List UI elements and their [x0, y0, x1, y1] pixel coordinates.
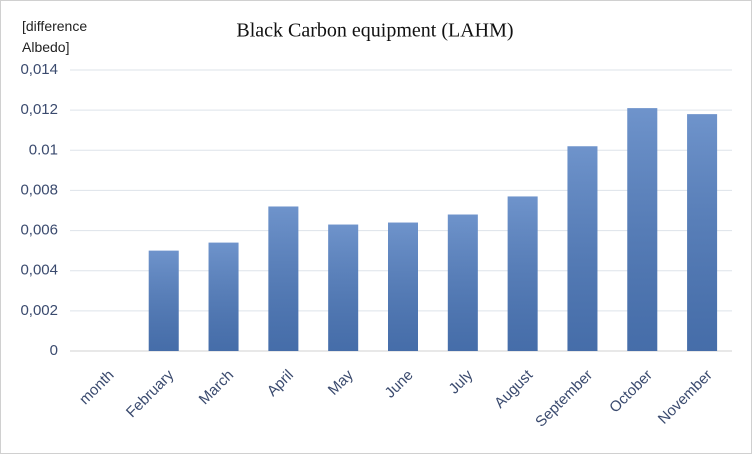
x-tick-label: October [606, 367, 656, 417]
x-tick-label: May [325, 366, 357, 398]
bar-shade [148, 250, 179, 351]
x-tick-label: June [382, 367, 417, 402]
bar-shade [208, 242, 239, 351]
bar-shade [687, 114, 718, 352]
y-tick-label: 0,008 [20, 181, 58, 198]
x-tick-label: April [264, 367, 297, 400]
bar-shade [328, 224, 359, 351]
y-tick-label: 0.01 [29, 141, 58, 158]
bar-shade [447, 214, 478, 351]
x-tick-label: July [446, 366, 477, 397]
bar-shade [388, 222, 418, 351]
x-tick-label: August [491, 366, 537, 412]
y-tick-label: 0,004 [20, 262, 58, 279]
y-tick-label: 0,012 [20, 101, 58, 118]
bar-shade [627, 108, 658, 351]
bar-shade [507, 196, 538, 351]
y-tick-label: 0,006 [20, 222, 58, 239]
x-tick-label: September [532, 367, 596, 431]
chart-title: Black Carbon equipment (LAHM) [236, 20, 513, 42]
x-tick-label: November [655, 367, 716, 428]
y-tick-label: 0,014 [20, 61, 58, 78]
x-tick-label: month [76, 367, 118, 409]
x-tick-label: March [196, 367, 237, 408]
bar-shade [268, 206, 299, 351]
y-tick-label: 0 [50, 342, 58, 359]
y-tick-label: 0,002 [20, 302, 58, 319]
bar-shade [567, 146, 598, 351]
y-axis-label: [difference Albedo] [22, 18, 88, 55]
x-tick-label: February [123, 366, 178, 421]
